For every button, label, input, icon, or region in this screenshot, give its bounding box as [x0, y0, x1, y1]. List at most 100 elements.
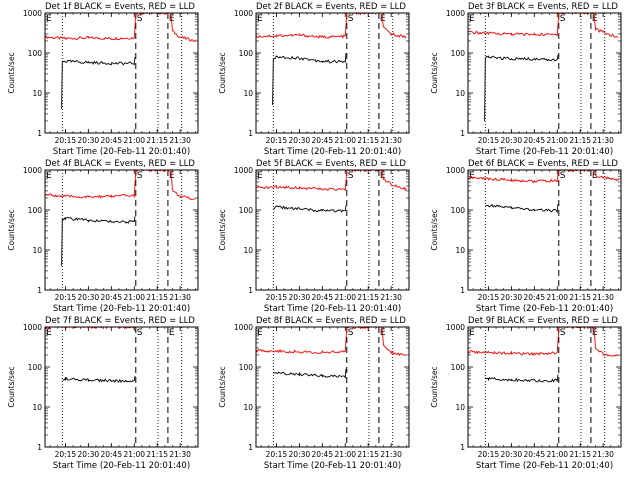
- x-tick-label: 21:15: [569, 136, 591, 145]
- x-tick-label: 21:00: [123, 136, 145, 145]
- x-tick-label: 20:30: [78, 450, 100, 459]
- y-axis-label: Counts/sec: [7, 366, 16, 407]
- x-tick-label: 20:15: [478, 450, 500, 459]
- series-line-events: [61, 56, 136, 109]
- panel-det-8: Det 8f BLACK = Events, RED = LLD Start Ti…: [218, 316, 410, 471]
- x-tick-label: 20:30: [78, 293, 100, 302]
- x-tick-label: 21:30: [380, 136, 402, 145]
- x-tick-label: 21:30: [592, 450, 614, 459]
- marker-label: S: [348, 328, 354, 338]
- marker-label: E: [169, 328, 175, 338]
- y-axis-label: Counts/sec: [430, 366, 439, 407]
- x-axis-label: Start Time (20-Feb-11 20:01:40): [53, 304, 190, 314]
- y-tick-label: 100: [239, 49, 254, 58]
- y-axis-label: Counts/sec: [430, 209, 439, 250]
- plot-frame: [44, 326, 199, 448]
- x-tick-label: 21:00: [334, 293, 356, 302]
- x-tick-label: 20:45: [100, 136, 122, 145]
- series-line-events: [272, 52, 347, 106]
- panel-det-1: Det 1f BLACK = Events, RED = LLD Start Ti…: [7, 2, 199, 157]
- marker-label: E: [257, 328, 263, 338]
- x-tick-label: 21:00: [123, 293, 145, 302]
- panel-title: Det 5f BLACK = Events, RED = LLD: [256, 159, 406, 169]
- marker-label: E: [592, 328, 598, 338]
- marker-label: S: [137, 14, 143, 24]
- y-tick-label: 1: [37, 443, 42, 452]
- y-tick-label: 100: [239, 206, 254, 215]
- y-tick-label: 100: [451, 363, 466, 372]
- panel-det-5: Det 5f BLACK = Events, RED = LLD Start Ti…: [218, 159, 410, 314]
- y-tick-label: 10: [32, 403, 42, 412]
- panel-det-4: Det 4f BLACK = Events, RED = LLD Start Ti…: [7, 159, 199, 314]
- y-tick-label: 1000: [234, 9, 253, 18]
- y-tick-label: 1000: [23, 323, 42, 332]
- x-tick-label: 21:30: [380, 450, 402, 459]
- x-tick-label: 20:30: [289, 293, 311, 302]
- x-tick-label: 21:00: [546, 293, 568, 302]
- y-axis-label: Counts/sec: [7, 209, 16, 250]
- marker-label: S: [348, 171, 354, 181]
- series-line-events: [484, 54, 559, 122]
- panel-title: Det 4f BLACK = Events, RED = LLD: [45, 159, 195, 169]
- series-line-events: [61, 216, 136, 266]
- x-tick-label: 21:15: [569, 450, 591, 459]
- plot-frame: [44, 12, 199, 134]
- panel-title: Det 6f BLACK = Events, RED = LLD: [468, 159, 618, 169]
- x-tick-label: 20:15: [266, 450, 288, 459]
- x-axis-label: Start Time (20-Feb-11 20:01:40): [476, 461, 613, 471]
- y-tick-label: 1000: [23, 9, 42, 18]
- y-tick-label: 1000: [446, 9, 465, 18]
- panel-title: Det 8f BLACK = Events, RED = LLD: [256, 316, 406, 326]
- x-tick-label: 20:45: [100, 293, 122, 302]
- x-tick-label: 21:00: [546, 450, 568, 459]
- y-axis-label: Counts/sec: [218, 366, 227, 407]
- y-tick-label: 10: [243, 246, 253, 255]
- x-tick-label: 21:30: [380, 293, 402, 302]
- series-line-events: [273, 205, 347, 213]
- marker-label: S: [137, 328, 143, 338]
- panel-title: Det 9f BLACK = Events, RED = LLD: [468, 316, 618, 326]
- y-tick-label: 10: [455, 89, 465, 98]
- panel-det-2: Det 2f BLACK = Events, RED = LLD Start Ti…: [218, 2, 410, 157]
- marker-label: E: [469, 14, 475, 24]
- marker-label: E: [46, 328, 52, 338]
- x-tick-label: 20:30: [501, 450, 523, 459]
- series-line-lld: [468, 170, 619, 184]
- x-tick-label: 21:00: [546, 136, 568, 145]
- x-tick-label: 20:45: [100, 450, 122, 459]
- x-axis-label: Start Time (20-Feb-11 20:01:40): [476, 147, 613, 157]
- y-tick-label: 10: [455, 246, 465, 255]
- x-tick-label: 20:45: [311, 450, 333, 459]
- series-line-lld: [468, 13, 619, 38]
- marker-label: E: [257, 171, 263, 181]
- x-tick-label: 21:15: [569, 293, 591, 302]
- y-tick-label: 100: [239, 363, 254, 372]
- y-axis-label: Counts/sec: [430, 52, 439, 93]
- y-tick-label: 10: [243, 89, 253, 98]
- x-tick-label: 20:15: [478, 136, 500, 145]
- marker-label: E: [46, 171, 52, 181]
- x-tick-label: 21:00: [334, 136, 356, 145]
- y-tick-label: 1000: [234, 166, 253, 175]
- y-tick-label: 10: [32, 89, 42, 98]
- x-tick-label: 21:30: [592, 293, 614, 302]
- y-tick-label: 1000: [234, 323, 253, 332]
- y-tick-label: 1000: [446, 323, 465, 332]
- y-axis-label: Counts/sec: [7, 52, 16, 93]
- plot-frame: [44, 169, 199, 291]
- series-line-lld: [45, 13, 196, 43]
- series-line-lld: [468, 327, 619, 357]
- plot-frame: [467, 12, 622, 134]
- panel-det-3: Det 3f BLACK = Events, RED = LLD Start Ti…: [430, 2, 622, 157]
- y-tick-label: 10: [32, 246, 42, 255]
- y-tick-label: 1000: [23, 166, 42, 175]
- series-line-lld: [45, 170, 196, 201]
- x-axis-label: Start Time (20-Feb-11 20:01:40): [264, 461, 401, 471]
- plot-frame: [255, 326, 410, 448]
- x-tick-label: 20:15: [266, 293, 288, 302]
- panel-title: Det 3f BLACK = Events, RED = LLD: [468, 2, 618, 12]
- x-tick-label: 21:30: [169, 450, 191, 459]
- marker-label: E: [469, 171, 475, 181]
- x-tick-label: 20:15: [55, 136, 77, 145]
